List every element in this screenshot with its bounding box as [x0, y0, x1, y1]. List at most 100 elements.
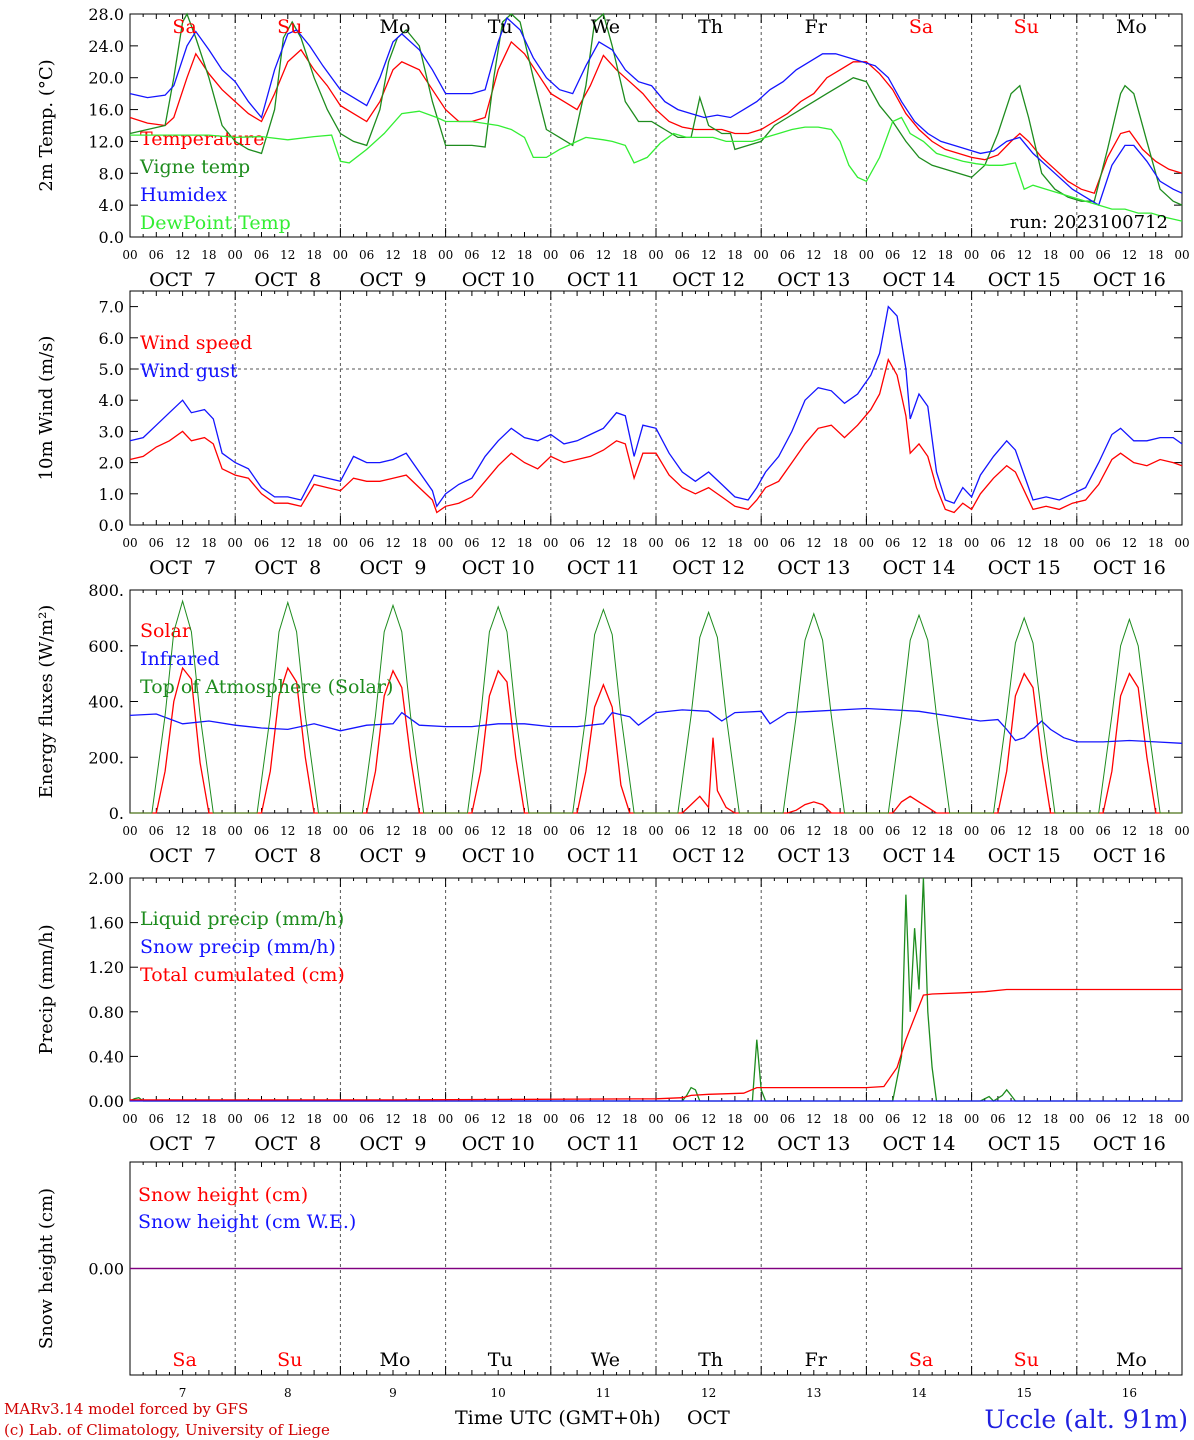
hour-tick-label: 00	[648, 1112, 663, 1126]
panel-precip: 0.00 0.40 0.80 1.20 1.60 2.00 Precip (mm/h) Liq…	[36, 869, 1190, 1155]
hour-tick-label: 00	[964, 824, 979, 838]
weekday-label: Sa	[172, 16, 196, 38]
hour-tick-label: 18	[1043, 824, 1058, 838]
hour-tick-label: 18	[727, 824, 742, 838]
hour-tick-label: 00	[1069, 1112, 1084, 1126]
hour-tick-label: 18	[517, 248, 532, 262]
date-label: OCT 7	[149, 845, 216, 867]
hour-tick-label: 18	[517, 536, 532, 550]
series-line	[129, 16, 1183, 207]
date-label: OCT 16	[1093, 1133, 1166, 1155]
hour-tick-label: 12	[806, 536, 821, 550]
weekday-label: We	[591, 1349, 620, 1371]
hour-tick-label: 12	[596, 248, 611, 262]
hour-tick-label: 00	[122, 248, 137, 262]
y-tick-label: 28.0	[88, 5, 124, 24]
hour-tick-label: 06	[359, 536, 374, 550]
hour-tick-label: 00	[333, 1112, 348, 1126]
hour-tick-label: 06	[1095, 1112, 1110, 1126]
weekday-label: Fr	[805, 16, 828, 38]
hour-tick-label: 12	[1122, 1112, 1137, 1126]
y-tick-label: 3.0	[99, 422, 124, 441]
hour-tick-label: 12	[280, 536, 295, 550]
y-tick-label: 6.0	[99, 329, 124, 348]
y-axis-label: Energy fluxes (W/m²)	[36, 605, 57, 799]
station-label: Uccle (alt. 91m)	[984, 1405, 1188, 1434]
hour-tick-label: 12	[280, 1112, 295, 1126]
series-line	[129, 357, 1183, 514]
hour-tick-label: 12	[1122, 824, 1137, 838]
hour-tick-label: 18	[938, 1112, 953, 1126]
y-tick-label: 0.	[109, 804, 124, 823]
hour-tick-label: 18	[412, 824, 427, 838]
hour-tick-label: 06	[359, 248, 374, 262]
hour-tick-label: 00	[438, 248, 453, 262]
hour-tick-label: 00	[543, 248, 558, 262]
y-tick-label: 1.0	[99, 485, 124, 504]
hour-tick-label: 12	[175, 1112, 190, 1126]
hour-tick-label: 12	[280, 248, 295, 262]
hour-tick-label: 18	[201, 1112, 216, 1126]
hour-tick-label: 12	[1017, 248, 1032, 262]
hour-tick-label: 18	[1148, 1112, 1163, 1126]
hour-tick-label: 18	[832, 824, 847, 838]
date-label: OCT 7	[149, 269, 216, 291]
y-tick-label: 0.40	[88, 1047, 124, 1066]
hour-tick-label: 00	[438, 536, 453, 550]
date-label: OCT 10	[462, 845, 535, 867]
hour-tick-label: 00	[1069, 824, 1084, 838]
hour-tick-label: 06	[990, 248, 1005, 262]
hour-tick-label: 06	[149, 1112, 164, 1126]
date-label: OCT 15	[988, 845, 1061, 867]
date-label: OCT 11	[567, 557, 640, 579]
hour-tick-label: 12	[701, 1112, 716, 1126]
hour-tick-label: 00	[859, 248, 874, 262]
hour-tick-label: 06	[990, 1112, 1005, 1126]
date-label: OCT 10	[462, 1133, 535, 1155]
hour-tick-label: 00	[648, 248, 663, 262]
hour-tick-label: 12	[280, 824, 295, 838]
legend-entry: Wind speed	[140, 332, 252, 354]
hour-tick-label: 12	[596, 1112, 611, 1126]
day-number-label: 10	[491, 1386, 506, 1400]
hour-tick-label: 06	[254, 248, 269, 262]
hour-tick-label: 00	[333, 824, 348, 838]
day-number-label: 9	[389, 1386, 397, 1400]
hour-tick-label: 12	[175, 824, 190, 838]
hour-tick-label: 12	[491, 248, 506, 262]
legend-entry: DewPoint Temp	[140, 212, 291, 234]
legend-entry: Snow height (cm W.E.)	[138, 1211, 356, 1233]
hour-tick-label: 06	[990, 824, 1005, 838]
hour-tick-label: 00	[228, 824, 243, 838]
hour-tick-label: 06	[675, 824, 690, 838]
date-label: OCT 13	[777, 1133, 850, 1155]
legend-entry: Snow precip (mm/h)	[140, 936, 336, 958]
legend-entry: Solar	[140, 620, 192, 642]
hour-tick-label: 18	[622, 824, 637, 838]
day-number-label: 13	[806, 1386, 821, 1400]
hour-tick-label: 06	[990, 536, 1005, 550]
hour-tick-label: 00	[964, 248, 979, 262]
hour-tick-label: 18	[832, 536, 847, 550]
hour-tick-label: 18	[727, 248, 742, 262]
date-label: OCT 14	[882, 557, 955, 579]
hour-tick-label: 18	[727, 1112, 742, 1126]
y-tick-label: 4.0	[99, 196, 124, 215]
hour-tick-label: 18	[201, 536, 216, 550]
weekday-label: Th	[698, 1349, 723, 1371]
series-line	[129, 707, 1183, 744]
hour-tick-label: 18	[1043, 536, 1058, 550]
hour-tick-label: 18	[727, 536, 742, 550]
series-line	[130, 988, 1182, 1101]
hour-tick-label: 00	[438, 1112, 453, 1126]
legend-entry: Liquid precip (mm/h)	[140, 908, 344, 930]
date-label: OCT 11	[567, 1133, 640, 1155]
hour-tick-label: 12	[911, 1112, 926, 1126]
hour-tick-label: 00	[543, 824, 558, 838]
y-tick-label: 600.	[88, 637, 124, 656]
hour-tick-label: 12	[596, 824, 611, 838]
hour-tick-label: 12	[1017, 824, 1032, 838]
hour-tick-label: 06	[254, 536, 269, 550]
day-number-label: 8	[284, 1386, 292, 1400]
hour-tick-label: 12	[596, 536, 611, 550]
